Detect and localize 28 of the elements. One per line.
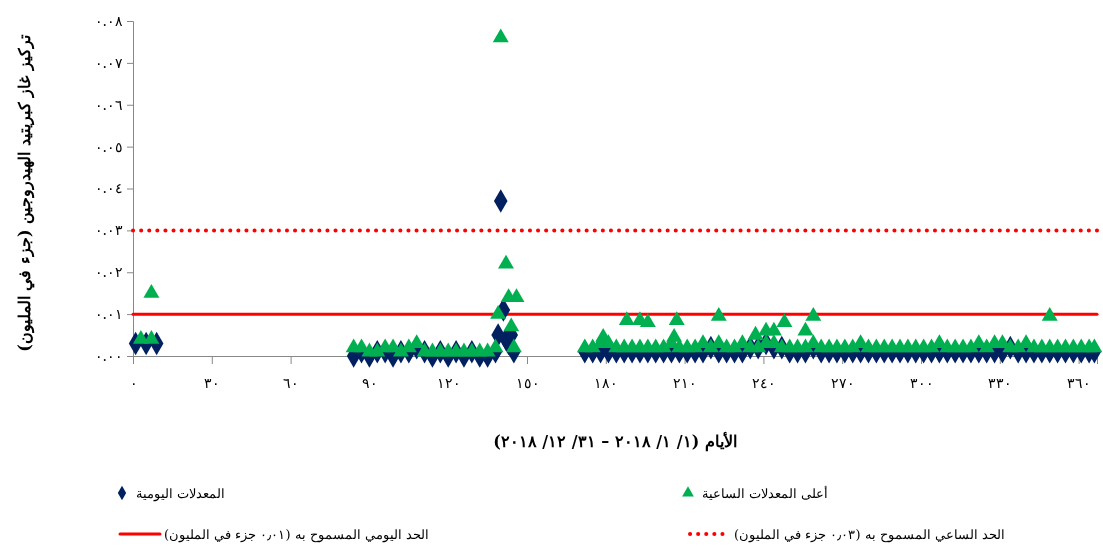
legend-label: الحد اليومي المسموح به (٠٫٠١ جزء في المليون): [164, 527, 430, 543]
y-tick-label: ٠.٠٤: [94, 180, 123, 197]
x-tick-label: ٣٠٠: [909, 374, 934, 391]
y-tick-label: ٠.٠١: [94, 306, 123, 323]
y-tick-label: ٠.٠٥: [94, 138, 123, 155]
x-tick-label: ٢٤٠: [751, 374, 776, 391]
x-tick-label: ٢١٠: [673, 374, 698, 391]
x-tick-label: ٣٠: [204, 374, 221, 391]
y-axis-title: تركيز غاز كبريتيد الهيدروجين (جزء في المليون): [15, 34, 35, 352]
x-tick-label: ٣٣٠: [988, 374, 1013, 391]
x-tick-label: ١٨٠: [594, 374, 619, 391]
x-tick-label: ١٥٠: [515, 374, 540, 391]
y-tick-label: ٠.٠٠: [94, 347, 123, 364]
y-tick-label: ٠.٠٨: [94, 12, 123, 29]
legend-label: أعلى المعدلات الساعية: [702, 485, 829, 501]
legend-label: المعدلات اليومية: [136, 486, 226, 502]
x-tick-label: ٦٠: [283, 374, 300, 391]
y-tick-label: ٠.٠٣: [94, 222, 123, 239]
x-axis-title: الأيام (١/ ١/ ٢٠١٨ – ٣١/ ١٢/ ٢٠١٨): [493, 431, 737, 452]
y-tick-label: ٠.٠٦: [94, 96, 123, 113]
x-tick-label: ٠: [129, 374, 138, 391]
legend-label: الحد الساعي المسموح به (٠٫٠٣ جزء في المليون): [734, 527, 1006, 543]
y-tick-label: ٠.٠٧: [94, 54, 123, 71]
x-tick-label: ١٢٠: [436, 374, 461, 391]
x-tick-label: ٩٠: [361, 374, 378, 391]
x-tick-label: ٣٦٠: [1067, 374, 1092, 391]
x-tick-label: ٢٧٠: [830, 374, 855, 391]
y-tick-label: ٠.٠٢: [94, 264, 123, 281]
